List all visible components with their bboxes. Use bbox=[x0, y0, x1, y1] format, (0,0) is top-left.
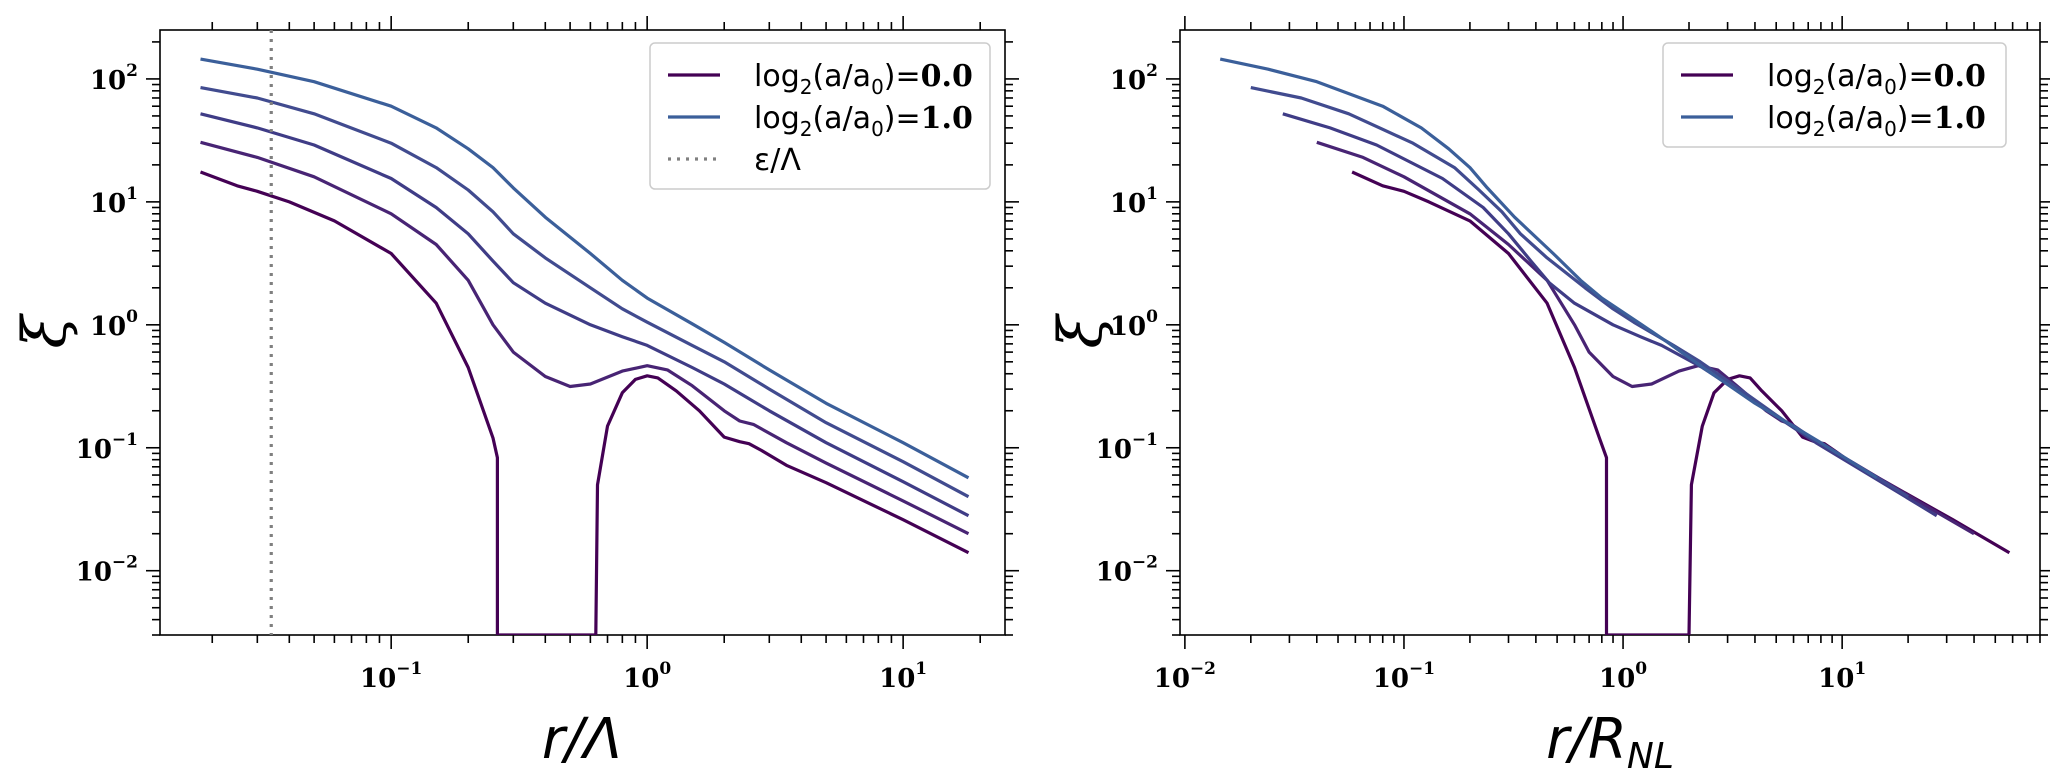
y-tick-label: 100 bbox=[1110, 307, 1158, 342]
legend-label: log2(a/a0)=0.0 bbox=[754, 59, 973, 99]
series-line bbox=[199, 170, 970, 635]
y-tick-label: 102 bbox=[1110, 61, 1158, 96]
x-tick-label: 101 bbox=[1818, 659, 1866, 694]
series-line bbox=[200, 86, 970, 499]
x-tick-label: 10−1 bbox=[1373, 659, 1435, 694]
series-line bbox=[1219, 57, 1878, 480]
series-line bbox=[200, 112, 970, 518]
curves bbox=[199, 30, 970, 635]
x-tick-label: 10−2 bbox=[1154, 659, 1216, 694]
series-line bbox=[200, 57, 970, 480]
legend-label: log2(a/a0)=0.0 bbox=[1767, 59, 1986, 99]
legend-label: ε/Λ bbox=[754, 143, 801, 178]
legend-label: log2(a/a0)=1.0 bbox=[1767, 101, 1986, 141]
series-line bbox=[1250, 86, 1909, 499]
y-axis-title: ξ bbox=[1046, 313, 1116, 349]
y-tick-label: 10−1 bbox=[76, 430, 138, 465]
x-tick-label: 100 bbox=[1599, 659, 1647, 694]
y-tick-label: 10−2 bbox=[1096, 553, 1158, 588]
legend-label: log2(a/a0)=1.0 bbox=[754, 101, 973, 141]
legend-box bbox=[1662, 42, 2007, 148]
tick-marks bbox=[1166, 16, 2050, 649]
left-panel: 10−1 100 101 10−2 10−1 100 101 102 r/Λ ξ log2(a/a0… bbox=[10, 16, 1019, 768]
x-tick-label: 10−1 bbox=[360, 659, 422, 694]
x-tick-label: 101 bbox=[879, 659, 927, 694]
curves bbox=[1219, 57, 2011, 635]
y-tick-label: 10−1 bbox=[1096, 430, 1158, 465]
y-tick-label: 10−2 bbox=[76, 553, 138, 588]
y-axis-title: ξ bbox=[10, 313, 80, 349]
x-tick-label: 100 bbox=[623, 659, 671, 694]
legend-box bbox=[649, 42, 991, 190]
y-tick-label: 100 bbox=[90, 307, 138, 342]
right-panel: 10−2 10−1 100 101 10−2 10−1 100 101 102 r/RNL ξ log… bbox=[1046, 16, 2050, 768]
series-line bbox=[1351, 170, 2011, 635]
tick-marks bbox=[146, 16, 1019, 649]
x-axis-title: r/Λ bbox=[542, 707, 622, 768]
y-tick-label: 102 bbox=[90, 61, 138, 96]
x-axis-title: r/RNL bbox=[1546, 707, 1674, 768]
y-tick-label: 101 bbox=[90, 184, 138, 219]
series-line bbox=[200, 140, 970, 536]
y-tick-label: 101 bbox=[1110, 184, 1158, 219]
